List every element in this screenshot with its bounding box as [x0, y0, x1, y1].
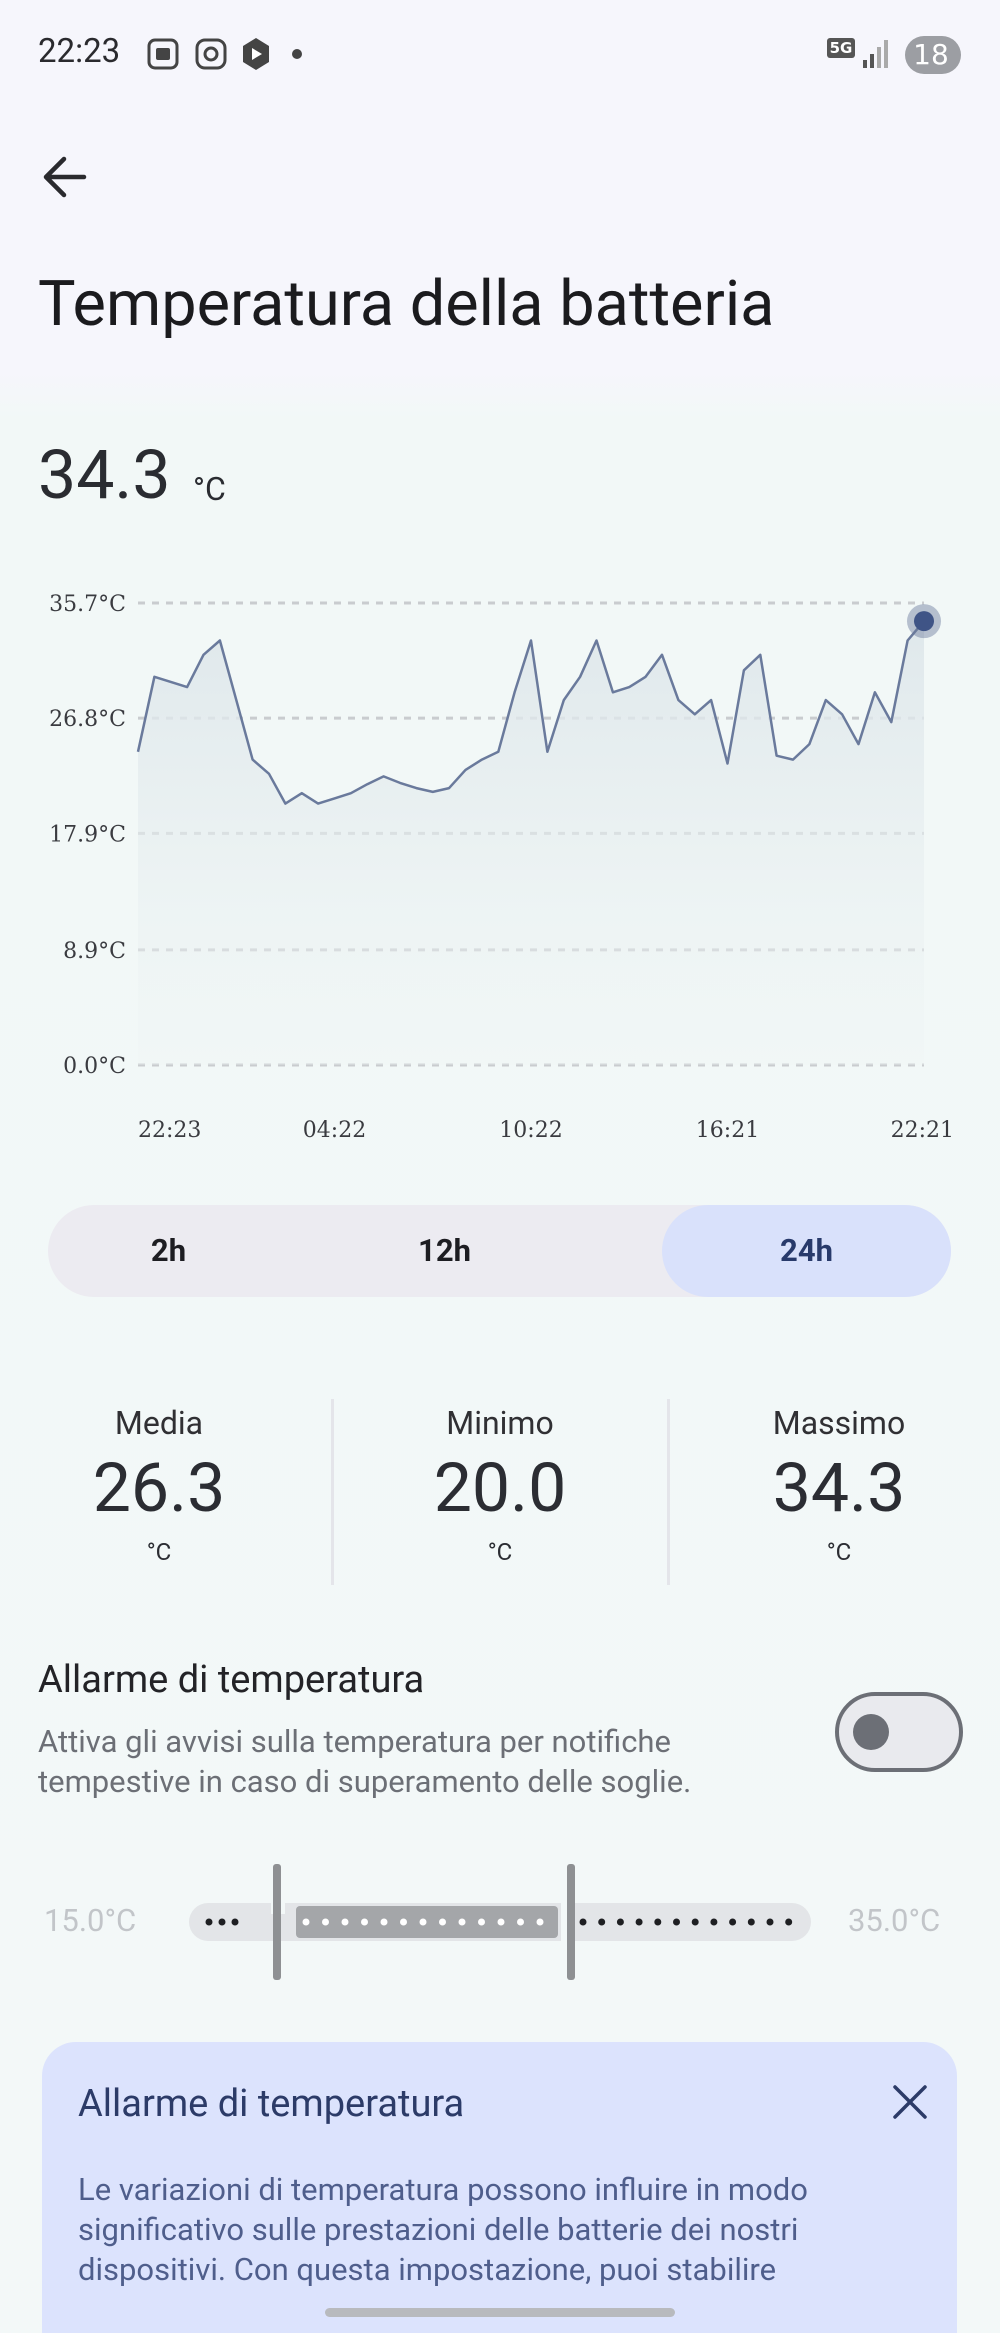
- alarm-toggle[interactable]: [835, 1692, 963, 1772]
- slider-dot: [766, 1918, 774, 1926]
- slider-dot: [729, 1918, 737, 1926]
- y-tick-label: 17.9°C: [49, 822, 126, 847]
- slider-dot: [458, 1918, 466, 1926]
- slider-dot: [400, 1918, 407, 1926]
- area: [138, 621, 924, 1065]
- stat-value: 34.3: [772, 1448, 906, 1528]
- temperature-chart: 0.0°C 8.9°C 17.9°C 26.8°C 35.7°C 22:23 04:22 10…: [49, 592, 954, 1143]
- slider-dot: [419, 1918, 427, 1926]
- description-line: tempestive in caso di superamento delle …: [38, 1763, 692, 1800]
- stat-unit: °C: [146, 1538, 172, 1566]
- y-tick-label: 8.9°C: [63, 939, 126, 964]
- slider-handle[interactable]: [273, 1864, 281, 1980]
- slider-dot: [579, 1918, 587, 1926]
- stat: Massimo 34.3 °C: [689, 1404, 989, 1566]
- slider-dot: [616, 1918, 624, 1926]
- slider-dot: [673, 1918, 680, 1926]
- current-temperature: 34.3: [38, 435, 171, 515]
- range-tab[interactable]: 12h: [418, 1232, 471, 1269]
- slider-dot: [322, 1918, 329, 1926]
- slider-dot: [785, 1918, 793, 1926]
- slider-handle[interactable]: [567, 1864, 575, 1980]
- slider-dot: [380, 1918, 388, 1926]
- slider-dot: [439, 1918, 446, 1926]
- stat-label: Minimo: [446, 1404, 554, 1442]
- network-label: 5G: [830, 39, 853, 57]
- close-button[interactable]: [890, 2082, 930, 2122]
- slider-dot: [710, 1918, 718, 1926]
- range-tab[interactable]: 24h: [662, 1205, 951, 1297]
- description-line: Attiva gli avvisi sulla temperatura per …: [38, 1723, 671, 1760]
- stat-value: 26.3: [92, 1448, 226, 1528]
- slider-dot: [517, 1918, 524, 1926]
- stat: Minimo 20.0 °C: [350, 1404, 650, 1566]
- slider-dot: [341, 1918, 349, 1926]
- card-line: significativo sulle prestazioni delle ba…: [78, 2211, 799, 2248]
- page-title: Temperatura della batteria: [38, 268, 775, 341]
- slider-dot: [598, 1918, 606, 1926]
- alarm-description: Attiva gli avvisi sulla temperatura per …: [38, 1722, 691, 1802]
- y-tick-label: 0.0°C: [63, 1054, 126, 1079]
- slider-dot: [536, 1918, 544, 1926]
- slider-dot: [654, 1918, 662, 1926]
- toggle-knob: [853, 1714, 889, 1750]
- slider-dot: [691, 1918, 699, 1926]
- card-line: Le variazioni di temperatura possono inf…: [78, 2171, 808, 2208]
- x-tick-label: 04:22: [303, 1118, 366, 1143]
- battery-level: 18: [913, 38, 949, 71]
- home-indicator: [325, 2308, 675, 2317]
- slider-min: 15.0°C: [44, 1902, 137, 1939]
- x-tick-label: 22:23: [138, 1118, 201, 1143]
- stat-label: Massimo: [772, 1404, 906, 1442]
- line: [136, 620, 925, 805]
- slider-max: 35.0°C: [848, 1902, 941, 1939]
- slider-dot: [205, 1918, 213, 1926]
- status-icons: [147, 38, 302, 70]
- slider-dot: [747, 1918, 755, 1926]
- slider-dot: [635, 1918, 643, 1926]
- stat-unit: °C: [826, 1538, 852, 1566]
- slider-dot: [302, 1918, 310, 1926]
- slider-dot: [218, 1918, 226, 1926]
- slider-dot: [497, 1918, 505, 1926]
- x-tick-label: 10:22: [499, 1118, 562, 1143]
- card-text: Le variazioni di temperatura possono inf…: [78, 2170, 808, 2290]
- back-button[interactable]: [40, 154, 90, 200]
- range-tabs: 2h 12h 24h: [48, 1205, 951, 1297]
- x-tick-label: 22:21: [891, 1118, 954, 1143]
- y-tick-label: 26.8°C: [49, 707, 126, 732]
- card-title: Allarme di temperatura: [78, 2082, 465, 2126]
- alarm-title: Allarme di temperatura: [38, 1658, 425, 1702]
- info-card: Allarme di temperatura Le variazioni di …: [42, 2042, 957, 2333]
- card-line: dispositivi. Con questa impostazione, pu…: [78, 2251, 777, 2288]
- threshold-slider[interactable]: [180, 1862, 820, 1982]
- divider: [331, 1399, 334, 1585]
- stat: Media 26.3 °C: [9, 1404, 309, 1566]
- stat-label: Media: [114, 1404, 204, 1442]
- status-time: 22:23: [38, 32, 121, 71]
- current-unit: °C: [193, 470, 226, 508]
- slider-dot: [231, 1918, 239, 1926]
- stat-value: 20.0: [433, 1448, 567, 1528]
- slider-dot: [478, 1918, 485, 1926]
- last-point: [914, 611, 934, 632]
- slider-dot: [361, 1918, 368, 1926]
- range-tab[interactable]: 2h: [150, 1232, 187, 1269]
- stat-unit: °C: [487, 1538, 513, 1566]
- y-tick-label: 35.7°C: [49, 592, 126, 617]
- divider: [667, 1399, 670, 1585]
- status-right: 5G 18: [827, 36, 961, 74]
- x-tick-label: 16:21: [696, 1118, 759, 1143]
